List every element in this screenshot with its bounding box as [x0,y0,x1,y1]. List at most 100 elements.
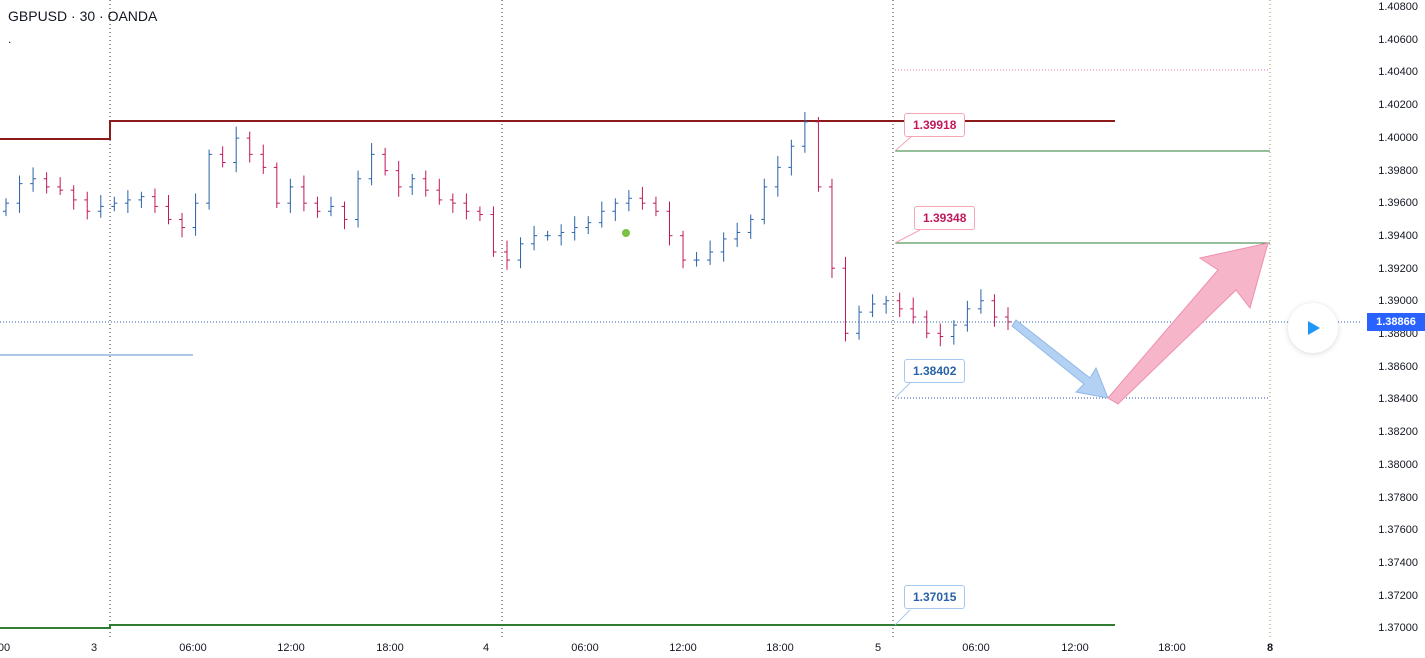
ohlc-bar [625,190,632,212]
ohlc-bar [382,147,389,176]
callout-pointer-upper [894,135,913,152]
ohlc-bar [883,295,890,314]
time-axis-label: 00 [0,642,11,654]
ohlc-bar [585,216,592,235]
ohlc-bar [111,196,118,212]
time-axis-label: 18:00 [376,642,404,654]
ohlc-bars [3,112,1011,347]
ohlc-bar [30,167,37,192]
ohlc-bar [368,142,375,186]
ohlc-bar [3,198,9,217]
callout-support[interactable]: 1.38402 [904,359,966,383]
price-axis-label: 1.39400 [1378,229,1418,242]
ohlc-bar [558,224,565,246]
down-projection-arrow[interactable] [1011,319,1109,399]
price-axis-label: 1.38200 [1378,426,1418,439]
ohlc-bar [720,232,727,262]
ohlc-bar [856,305,863,340]
callout-pointer-lower [894,609,911,626]
ohlc-bar [761,178,768,225]
price-axis-label: 1.37800 [1378,491,1418,504]
ohlc-bar [815,116,822,192]
ohlc-bar [409,173,416,196]
time-axis-label: 12:00 [277,642,305,654]
ohlc-bar [991,294,998,327]
price-axis-label: 1.40800 [1378,1,1418,13]
price-axis-label: 1.40000 [1378,131,1418,144]
ohlc-bar [260,144,267,174]
ohlc-bar [219,146,226,168]
ohlc-bar [747,214,754,239]
ohlc-bar [300,175,307,212]
ohlc-bar [138,191,145,209]
price-axis-label: 1.39600 [1378,197,1418,210]
ohlc-bar [937,323,944,347]
time-axis-label: 12:00 [1061,642,1089,654]
ohlc-bar [355,170,362,228]
time-axis-label: 8 [1266,642,1274,654]
ohlc-bar [964,300,971,332]
replay-play-button[interactable] [1288,303,1338,353]
callout-pointer-support [894,382,911,399]
current-price-badge: 1.38866 [1367,313,1425,331]
price-axis-label: 1.39800 [1378,164,1418,177]
price-axis-label: 1.37200 [1378,589,1418,602]
ohlc-bar [16,175,23,213]
ohlc-bar [395,160,402,197]
ohlc-bar [612,198,619,222]
ohlc-bar [490,206,497,257]
ohlc-bar [869,294,876,317]
resistance-line[interactable] [0,120,1115,140]
up-projection-arrow[interactable] [1107,242,1269,405]
ohlc-bar [707,240,714,265]
time-axis-label: 18:00 [766,642,794,654]
ohlc-bar [734,222,741,248]
callout-lower-support[interactable]: 1.37015 [904,585,966,609]
ohlc-bar [652,196,659,217]
ohlc-bar [179,212,186,238]
ohlc-bar [571,216,578,241]
callout-pointer-mid [894,229,921,244]
price-axis-label: 1.39000 [1378,295,1418,308]
price-axis-label: 1.38000 [1378,458,1418,471]
ohlc-bar [206,149,213,210]
ohlc-bar [70,185,77,210]
price-axis-label: 1.40200 [1378,99,1418,112]
symbol-title: GBPUSD · 30 · OANDA [8,8,158,24]
lower-support-line[interactable] [0,624,1115,629]
price-axis-label: 1.40400 [1378,66,1418,79]
ohlc-bar [788,139,795,176]
callout-mid-target[interactable]: 1.39348 [914,206,976,230]
ohlc-bar [598,201,605,228]
price-axis-label: 1.37400 [1378,556,1418,569]
play-icon [1308,321,1320,335]
ohlc-bar [43,172,50,194]
ohlc-bar [327,196,334,217]
time-axis-label: 06:00 [571,642,599,654]
ohlc-bar [341,201,348,230]
ohlc-bar [1005,307,1011,331]
price-axis-label: 1.38600 [1378,360,1418,373]
ohlc-bar [828,178,835,278]
ohlc-bar [774,155,781,197]
price-axis-label: 1.37000 [1378,622,1418,635]
price-axis-label: 1.39200 [1378,262,1418,275]
time-axis-label: 18:00 [1158,642,1186,654]
ohlc-bar [950,320,957,345]
ohlc-bar [476,206,483,222]
price-axis-label: 1.38400 [1378,393,1418,406]
ohlc-bar [544,230,551,241]
ohlc-bar [531,225,538,251]
callout-upper-target[interactable]: 1.39918 [904,113,966,137]
indicator-marker: . [8,32,12,46]
ohlc-bar [233,126,240,173]
price-axis-label: 1.37600 [1378,524,1418,537]
ohlc-bar [517,237,524,269]
ohlc-bar [165,195,172,225]
ohlc-bar [666,201,673,246]
ohlc-bar [693,251,700,267]
ohlc-bar [273,162,280,209]
ohlc-bar [977,289,984,314]
